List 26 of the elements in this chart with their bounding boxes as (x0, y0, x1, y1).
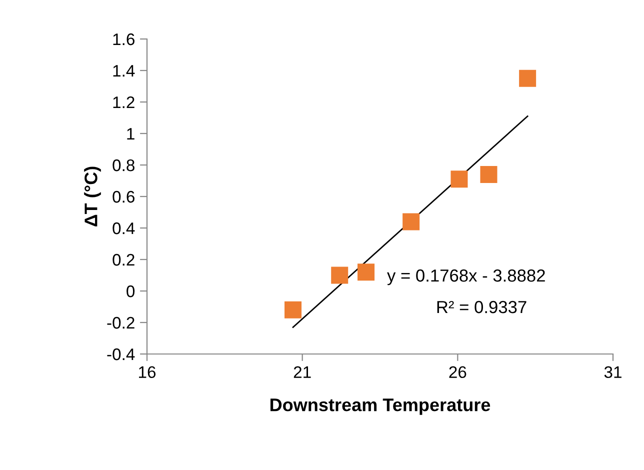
x-tick-label: 31 (604, 366, 622, 378)
point (480, 166, 498, 183)
point (402, 213, 420, 230)
y-axis-title: ΔT (°C) (84, 166, 101, 226)
y-tick-label: 1 (127, 128, 134, 140)
y-tick-label: 1.4 (113, 65, 135, 77)
y-tick-label: -0.2 (107, 316, 134, 329)
x-axis-title: Downstream Temperature (270, 398, 490, 415)
point (519, 70, 536, 87)
y-tick-label: 0.8 (112, 159, 134, 172)
y-tick-label: 0.2 (112, 254, 134, 266)
y-tick-label: -0.4 (107, 348, 135, 360)
point (331, 266, 348, 284)
y-tick-label: 1.2 (113, 96, 134, 108)
point (284, 301, 302, 318)
point (450, 170, 468, 188)
x-tick-label: 16 (139, 366, 156, 378)
y-tick-label: 0.4 (112, 222, 135, 234)
annotation: R² = 0.9337 (437, 300, 526, 314)
x-tick-label: 26 (449, 366, 466, 378)
point (358, 264, 375, 281)
y-tick-label: 0.6 (112, 190, 134, 203)
x-tick-label: 21 (294, 366, 311, 378)
y-tick-label: 1.6 (113, 33, 134, 46)
annotation: y = 0.1768x - 3.8882 (387, 269, 545, 286)
y-tick-label: 0 (126, 285, 135, 298)
